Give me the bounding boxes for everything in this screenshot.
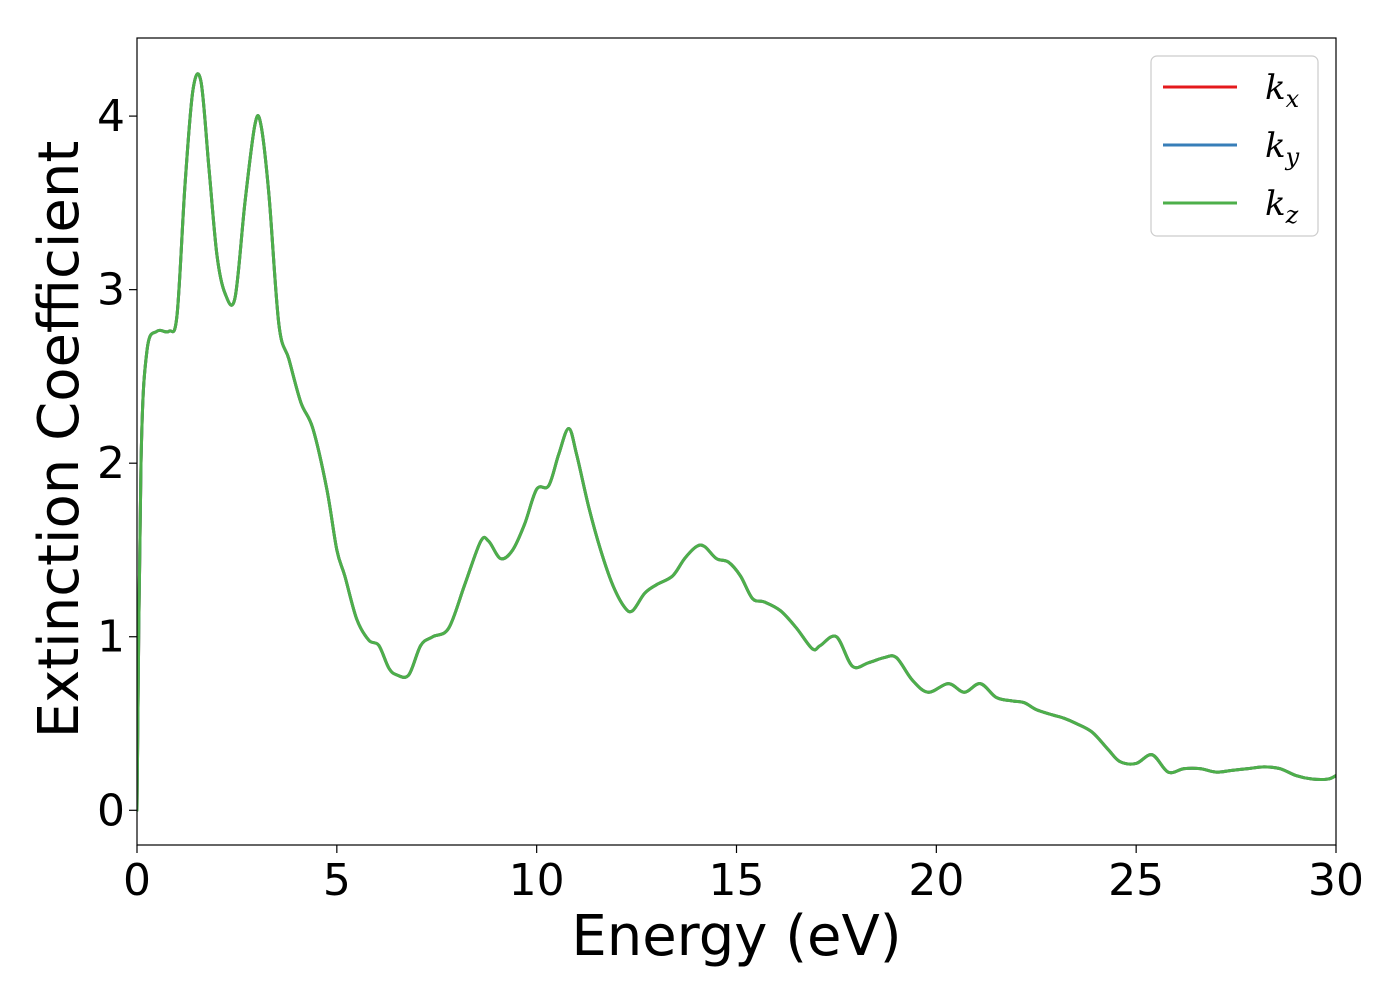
x-tick-label: 10 xyxy=(509,855,565,906)
y-axis-title: Extinction Coefficient xyxy=(27,141,92,739)
legend-label-kz: kz xyxy=(1265,184,1299,229)
legend-label-subscript: y xyxy=(1285,143,1300,171)
legend-label-ky: ky xyxy=(1265,126,1300,171)
x-tick-label: 15 xyxy=(709,855,765,906)
series-line-kz xyxy=(137,72,1336,812)
x-tick-label: 30 xyxy=(1308,855,1364,906)
x-axis: 0 5 10 15 20 25 30 xyxy=(123,845,1364,906)
legend-label-kx: kx xyxy=(1265,68,1300,113)
legend-label-symbol: k xyxy=(1265,184,1286,224)
x-tick-label: 0 xyxy=(123,855,151,906)
y-tick-label: 2 xyxy=(97,438,125,489)
y-axis: 0 1 2 3 4 xyxy=(97,91,137,836)
x-axis-title: Energy (eV) xyxy=(571,904,901,969)
x-tick-label: 5 xyxy=(323,855,351,906)
legend-label-symbol: k xyxy=(1265,68,1286,108)
y-tick-label: 3 xyxy=(97,265,125,316)
legend-label-subscript: x xyxy=(1286,85,1300,113)
y-tick-label: 4 xyxy=(97,91,125,142)
x-tick-label: 25 xyxy=(1108,855,1164,906)
plot-area xyxy=(137,72,1336,812)
y-tick-label: 0 xyxy=(97,785,125,836)
y-tick-label: 1 xyxy=(97,612,125,663)
plot-frame xyxy=(136,37,1337,846)
x-tick-label: 20 xyxy=(908,855,964,906)
legend-label-symbol: k xyxy=(1265,126,1286,166)
legend-label-subscript: z xyxy=(1285,201,1299,229)
